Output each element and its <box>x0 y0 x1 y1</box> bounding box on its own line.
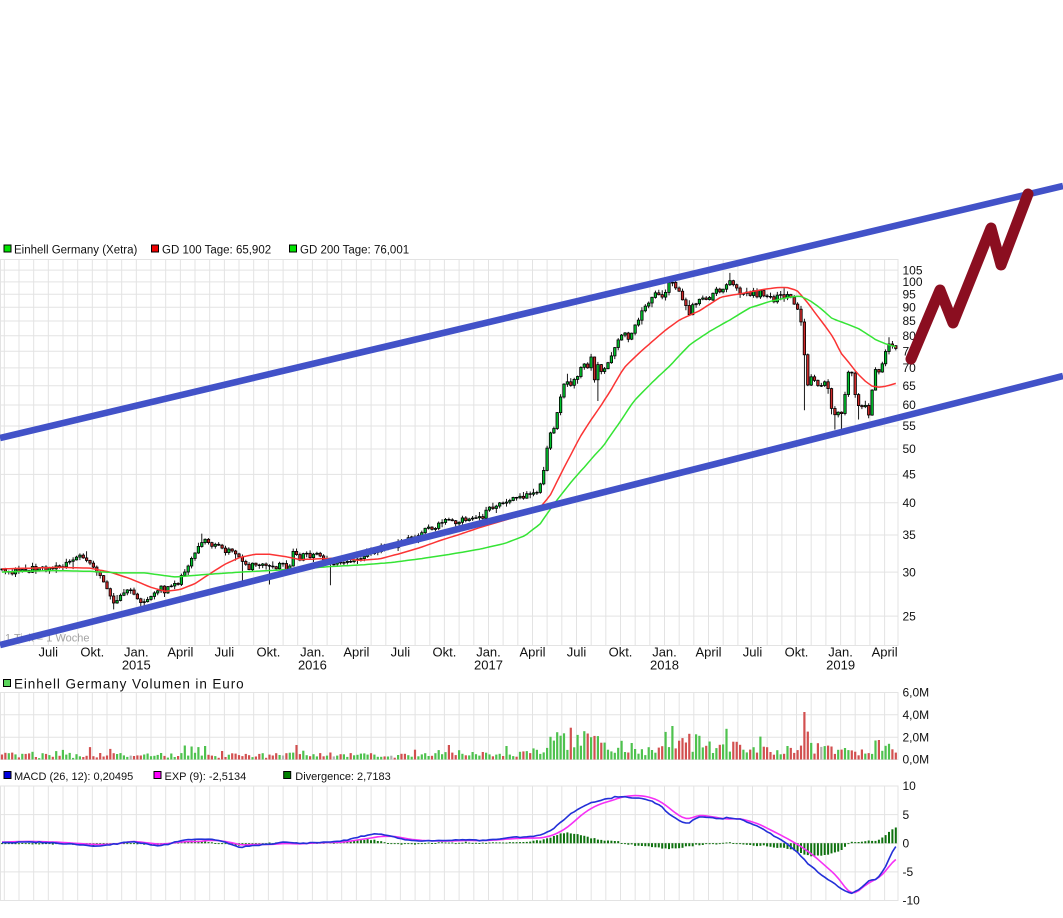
svg-text:2016: 2016 <box>298 658 327 673</box>
svg-text:2019: 2019 <box>826 658 855 673</box>
svg-text:6,0M: 6,0M <box>903 686 930 700</box>
svg-text:Okt.: Okt. <box>256 645 280 660</box>
svg-text:0: 0 <box>903 837 910 851</box>
svg-text:EXP (9): -2,5134: EXP (9): -2,5134 <box>165 771 247 783</box>
svg-text:Juli: Juli <box>391 645 411 660</box>
svg-text:April: April <box>519 645 545 660</box>
svg-text:Juli: Juli <box>567 645 587 660</box>
svg-text:2,0M: 2,0M <box>903 730 930 744</box>
svg-text:4,0M: 4,0M <box>903 708 930 722</box>
svg-text:Jan.: Jan. <box>828 645 853 660</box>
svg-text:Juli: Juli <box>743 645 763 660</box>
svg-text:Okt.: Okt. <box>785 645 809 660</box>
svg-text:5: 5 <box>903 808 910 822</box>
svg-text:0,0M: 0,0M <box>903 753 930 767</box>
svg-text:40: 40 <box>903 496 917 510</box>
svg-text:-5: -5 <box>903 865 914 879</box>
svg-text:April: April <box>167 645 193 660</box>
svg-text:2018: 2018 <box>650 658 679 673</box>
svg-text:85: 85 <box>903 314 917 328</box>
svg-text:10: 10 <box>903 779 917 793</box>
svg-text:25: 25 <box>903 609 917 623</box>
svg-text:45: 45 <box>903 468 917 482</box>
svg-text:2015: 2015 <box>122 658 151 673</box>
svg-text:80: 80 <box>903 329 917 343</box>
svg-text:65: 65 <box>903 379 917 393</box>
svg-text:GD 200 Tage: 76,001: GD 200 Tage: 76,001 <box>300 245 409 257</box>
svg-text:55: 55 <box>903 419 917 433</box>
svg-text:30: 30 <box>903 565 917 579</box>
svg-text:Juli: Juli <box>215 645 235 660</box>
svg-text:95: 95 <box>903 287 917 301</box>
svg-text:2017: 2017 <box>474 658 503 673</box>
svg-text:100: 100 <box>903 275 923 289</box>
svg-text:90: 90 <box>903 301 917 315</box>
svg-text:Einhell Germany Volumen in Eur: Einhell Germany Volumen in Euro <box>14 677 245 692</box>
svg-text:-10: -10 <box>903 894 921 908</box>
svg-text:Jan.: Jan. <box>476 645 501 660</box>
svg-text:60: 60 <box>903 398 917 412</box>
svg-text:Einhell Germany (Xetra): Einhell Germany (Xetra) <box>14 245 138 257</box>
svg-text:Jan.: Jan. <box>652 645 677 660</box>
svg-text:Jan.: Jan. <box>300 645 325 660</box>
svg-text:Okt.: Okt. <box>432 645 456 660</box>
svg-text:April: April <box>695 645 721 660</box>
svg-text:50: 50 <box>903 442 917 456</box>
svg-text:Divergence: 2,7183: Divergence: 2,7183 <box>295 771 390 783</box>
svg-text:April: April <box>343 645 369 660</box>
svg-text:35: 35 <box>903 528 917 542</box>
svg-text:MACD (26, 12): 0,20495: MACD (26, 12): 0,20495 <box>14 771 133 783</box>
svg-text:April: April <box>872 645 898 660</box>
svg-text:70: 70 <box>903 361 917 375</box>
svg-text:Juli: Juli <box>39 645 59 660</box>
svg-text:105: 105 <box>903 263 923 277</box>
svg-text:Okt.: Okt. <box>609 645 633 660</box>
svg-text:GD 100 Tage: 65,902: GD 100 Tage: 65,902 <box>162 245 271 257</box>
svg-text:Jan.: Jan. <box>124 645 149 660</box>
svg-text:Okt.: Okt. <box>80 645 104 660</box>
